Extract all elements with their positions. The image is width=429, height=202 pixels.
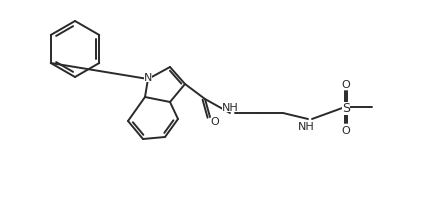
Text: O: O <box>341 125 350 135</box>
Text: N: N <box>144 73 152 83</box>
Text: NH: NH <box>222 102 239 113</box>
Text: O: O <box>341 80 350 89</box>
Text: S: S <box>342 102 350 115</box>
Text: O: O <box>211 116 219 126</box>
Text: NH: NH <box>298 121 314 131</box>
